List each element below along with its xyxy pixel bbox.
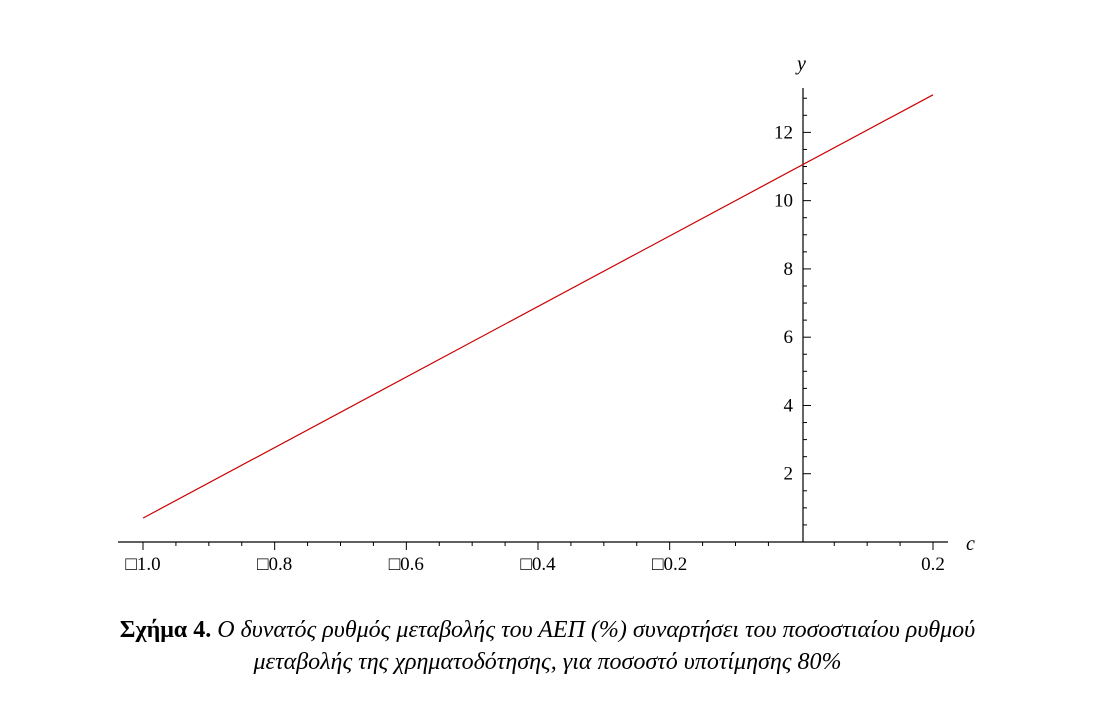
y-tick-label: 2 bbox=[784, 464, 794, 485]
y-minor-ticks bbox=[803, 97, 807, 526]
caption-label: Σχήμα 4 bbox=[119, 617, 206, 643]
y-tick-label: 12 bbox=[774, 122, 793, 143]
x-tick-label: □0.4 bbox=[520, 554, 556, 575]
x-ticks: □1.0 □0.8 □0.6 □0.4 □0.2 0.2 bbox=[125, 542, 945, 575]
x-tick-label: □0.2 bbox=[652, 554, 687, 575]
caption-line-1: Σχήμα 4. Ο δυνατός ρυθμός μεταβολής του … bbox=[0, 614, 1095, 646]
x-axis-label: c bbox=[966, 533, 975, 555]
x-tick-label: □1.0 bbox=[125, 554, 160, 575]
caption-label-suffix: . bbox=[205, 617, 212, 643]
series-line bbox=[142, 94, 934, 519]
series-group bbox=[142, 94, 934, 519]
x-tick-label: □0.8 bbox=[257, 554, 292, 575]
y-tick-label: 4 bbox=[784, 395, 794, 416]
figure-caption: Σχήμα 4. Ο δυνατός ρυθμός μεταβολής του … bbox=[0, 614, 1095, 678]
y-tick-label: 10 bbox=[774, 191, 793, 212]
x-tick-label: □0.6 bbox=[389, 554, 424, 575]
caption-text-2: μεταβολής της χρηματοδότησης, για ποσοστ… bbox=[253, 649, 842, 675]
y-tick-label: 8 bbox=[784, 259, 794, 280]
caption-line-2: μεταβολής της χρηματοδότησης, για ποσοστ… bbox=[0, 646, 1095, 678]
y-ticks: 2 4 6 8 10 12 bbox=[774, 122, 811, 485]
chart: □1.0 □0.8 □0.6 □0.4 □0.2 0.2 2 4 6 8 10 12 c y bbox=[118, 53, 975, 575]
x-tick-label: 0.2 bbox=[921, 554, 945, 575]
y-tick-label: 6 bbox=[784, 327, 794, 348]
x-minor-ticks bbox=[175, 542, 901, 546]
caption-text-1: Ο δυνατός ρυθμός μεταβολής του ΑΕΠ (%) σ… bbox=[217, 617, 976, 643]
y-axis-label: y bbox=[795, 53, 806, 75]
